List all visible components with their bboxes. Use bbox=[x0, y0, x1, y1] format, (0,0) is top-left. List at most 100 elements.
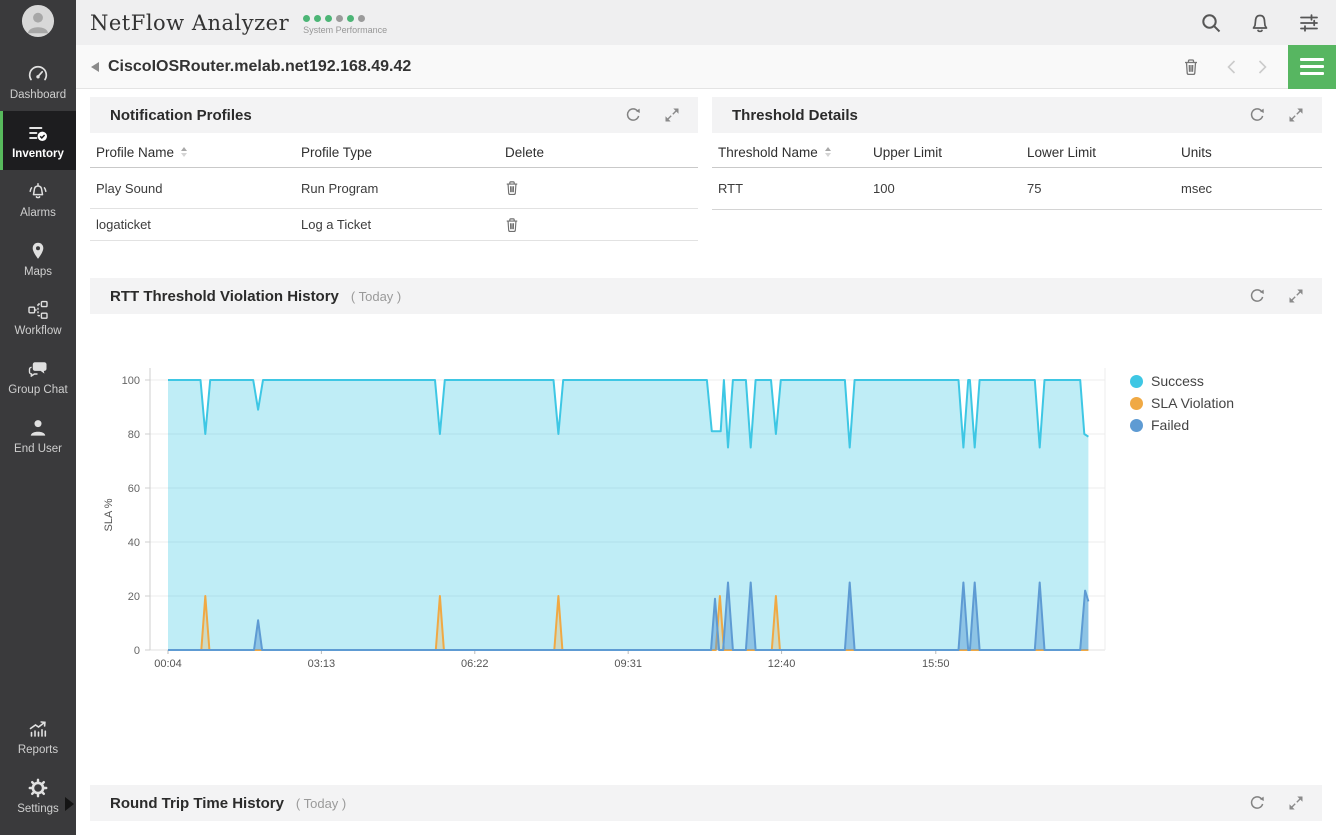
person-icon bbox=[27, 417, 49, 439]
column-header-profile-type[interactable]: Profile Type bbox=[301, 144, 373, 160]
table-row: RTT 100 75 msec bbox=[712, 168, 1322, 210]
notifications-bell-icon[interactable] bbox=[1249, 12, 1271, 34]
column-header-upper-limit[interactable]: Upper Limit bbox=[873, 144, 943, 160]
sidebar-item-label: Workflow bbox=[14, 324, 62, 337]
rtt-violation-history-panel-header: RTT Threshold Violation History ( Today … bbox=[90, 278, 1322, 314]
svg-text:80: 80 bbox=[128, 429, 140, 441]
notification-profiles-panel-header: Notification Profiles bbox=[90, 97, 698, 133]
svg-text:100: 100 bbox=[122, 375, 140, 387]
sidebar-item-label: Alarms bbox=[20, 206, 56, 219]
chat-bubbles-icon bbox=[27, 358, 49, 380]
breadcrumb-bar: CiscoIOSRouter.melab.net192.168.49.42 bbox=[76, 44, 1336, 89]
map-pin-icon bbox=[27, 240, 49, 262]
sidebar-item-label: Maps bbox=[23, 265, 53, 278]
delete-row-trash-icon[interactable] bbox=[505, 180, 519, 196]
refresh-icon[interactable] bbox=[1249, 795, 1265, 811]
svg-text:15:50: 15:50 bbox=[922, 658, 950, 670]
profile-type-cell: Log a Ticket bbox=[301, 217, 372, 232]
expand-icon[interactable] bbox=[664, 107, 680, 123]
settings-flyout-arrow[interactable] bbox=[65, 797, 74, 811]
sidebar-item-label: Reports bbox=[17, 743, 59, 756]
top-header: NetFlow Analyzer System Performance bbox=[76, 0, 1336, 45]
user-avatar[interactable] bbox=[0, 0, 76, 52]
sidebar-spacer bbox=[0, 465, 76, 707]
svg-text:12:40: 12:40 bbox=[768, 658, 796, 670]
panel-title: Notification Profiles bbox=[110, 106, 252, 124]
sidebar-item-label: Group Chat bbox=[8, 383, 68, 396]
legend-item-success[interactable]: Success bbox=[1130, 370, 1234, 392]
inventory-icon bbox=[27, 122, 49, 144]
panel-title: Round Trip Time History bbox=[110, 794, 284, 812]
refresh-icon[interactable] bbox=[625, 107, 641, 123]
back-icon[interactable] bbox=[91, 61, 99, 72]
hamburger-menu-button[interactable] bbox=[1288, 44, 1336, 89]
sidebar-item-alarms[interactable]: Alarms bbox=[0, 170, 76, 229]
panel-period: ( Today ) bbox=[295, 795, 347, 811]
sort-icon bbox=[181, 147, 188, 157]
brand: NetFlow Analyzer System Performance bbox=[76, 10, 387, 36]
table-header-row: Threshold Name Upper Limit Lower Limit U… bbox=[712, 137, 1322, 168]
delete-device-trash-icon[interactable] bbox=[1182, 58, 1200, 76]
sidebar-item-workflow[interactable]: Workflow bbox=[0, 288, 76, 347]
sidebar-item-settings[interactable]: Settings bbox=[0, 766, 76, 825]
sidebar-item-maps[interactable]: Maps bbox=[0, 229, 76, 288]
table-row: logaticket Log a Ticket bbox=[90, 209, 698, 241]
svg-text:60: 60 bbox=[128, 483, 140, 495]
profile-type-cell: Run Program bbox=[301, 180, 379, 196]
panel-period: ( Today ) bbox=[350, 288, 402, 304]
prev-device-chevron-icon[interactable] bbox=[1226, 59, 1237, 75]
device-title: CiscoIOSRouter.melab.net192.168.49.42 bbox=[108, 57, 412, 75]
panel-title: RTT Threshold Violation History bbox=[110, 287, 339, 305]
chart-legend: Success SLA Violation Failed bbox=[1130, 370, 1234, 436]
refresh-icon[interactable] bbox=[1249, 288, 1265, 304]
sidebar-item-reports[interactable]: Reports bbox=[0, 707, 76, 766]
svg-text:40: 40 bbox=[128, 537, 140, 549]
avatar-icon bbox=[21, 4, 55, 38]
sidebar-item-label: End User bbox=[14, 442, 62, 455]
alarm-bell-icon bbox=[27, 181, 49, 203]
delete-row-trash-icon[interactable] bbox=[505, 217, 519, 233]
sidebar-item-label: Dashboard bbox=[9, 88, 67, 101]
expand-icon[interactable] bbox=[1288, 288, 1304, 304]
next-device-chevron-icon[interactable] bbox=[1257, 59, 1268, 75]
sidebar-item-dashboard[interactable]: Dashboard bbox=[0, 52, 76, 111]
threshold-name-cell: RTT bbox=[718, 181, 744, 196]
column-header-units[interactable]: Units bbox=[1181, 144, 1212, 160]
lower-limit-cell: 75 bbox=[1027, 181, 1042, 196]
legend-dot-failed bbox=[1130, 418, 1143, 432]
expand-icon[interactable] bbox=[1288, 107, 1304, 123]
column-header-delete: Delete bbox=[505, 144, 545, 160]
sliders-settings-icon[interactable] bbox=[1298, 12, 1320, 34]
profile-name-cell: logaticket bbox=[96, 217, 151, 232]
profile-name-cell: Play Sound bbox=[96, 180, 163, 196]
legend-item-failed[interactable]: Failed bbox=[1130, 414, 1234, 436]
brand-meta: System Performance bbox=[303, 14, 387, 35]
sla-area-chart: 0 20 40 60 80 100 SLA % 00:04 03:13 06:22 09:31 12:… bbox=[90, 350, 1322, 680]
app-title: NetFlow Analyzer bbox=[90, 10, 290, 35]
refresh-icon[interactable] bbox=[1249, 107, 1265, 123]
notification-profiles-table: Profile Name Profile Type Delete Play So… bbox=[90, 137, 698, 241]
gear-icon bbox=[27, 777, 49, 799]
dashboard-icon bbox=[27, 63, 49, 85]
svg-text:06:22: 06:22 bbox=[461, 658, 489, 670]
panel-title: Threshold Details bbox=[732, 106, 858, 124]
units-cell: msec bbox=[1181, 181, 1213, 196]
table-row: Play Sound Run Program bbox=[90, 168, 698, 209]
svg-text:03:13: 03:13 bbox=[308, 658, 336, 670]
svg-text:0: 0 bbox=[134, 645, 140, 657]
main-content: Notification Profiles Profile Name Profi… bbox=[76, 89, 1336, 835]
table-header-row: Profile Name Profile Type Delete bbox=[90, 137, 698, 168]
column-header-lower-limit[interactable]: Lower Limit bbox=[1027, 144, 1097, 160]
sidebar-item-inventory[interactable]: Inventory bbox=[0, 111, 76, 170]
column-header-threshold-name[interactable]: Threshold Name bbox=[712, 145, 867, 160]
workflow-icon bbox=[27, 299, 49, 321]
sidebar-item-end-user[interactable]: End User bbox=[0, 406, 76, 465]
svg-text:00:04: 00:04 bbox=[154, 658, 182, 670]
legend-dot-sla-violation bbox=[1130, 396, 1143, 410]
column-header-profile-name[interactable]: Profile Name bbox=[90, 145, 295, 160]
search-icon[interactable] bbox=[1200, 12, 1222, 34]
legend-item-sla-violation[interactable]: SLA Violation bbox=[1130, 392, 1234, 414]
expand-icon[interactable] bbox=[1288, 795, 1304, 811]
sidebar-item-group-chat[interactable]: Group Chat bbox=[0, 347, 76, 406]
